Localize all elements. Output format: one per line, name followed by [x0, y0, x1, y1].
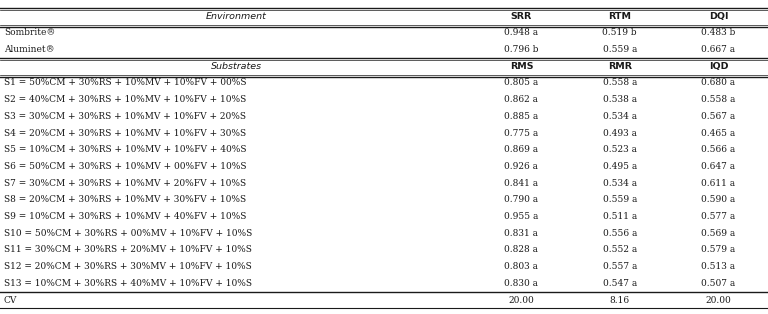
Text: 0.559 a: 0.559 a	[603, 45, 637, 54]
Text: 0.495 a: 0.495 a	[603, 162, 637, 171]
Text: 0.611 a: 0.611 a	[701, 179, 736, 188]
Text: 8.16: 8.16	[610, 295, 630, 305]
Text: 0.680 a: 0.680 a	[701, 78, 736, 88]
Text: 0.828 a: 0.828 a	[505, 246, 538, 254]
Text: 0.559 a: 0.559 a	[603, 195, 637, 204]
Text: 0.567 a: 0.567 a	[701, 112, 736, 121]
Text: 0.557 a: 0.557 a	[603, 262, 637, 271]
Text: 0.830 a: 0.830 a	[505, 279, 538, 288]
Text: 20.00: 20.00	[508, 295, 535, 305]
Text: S11 = 30%CM + 30%RS + 20%MV + 10%FV + 10%S: S11 = 30%CM + 30%RS + 20%MV + 10%FV + 10…	[4, 246, 252, 254]
Text: 0.841 a: 0.841 a	[505, 179, 538, 188]
Text: S7 = 30%CM + 30%RS + 10%MV + 20%FV + 10%S: S7 = 30%CM + 30%RS + 10%MV + 20%FV + 10%…	[4, 179, 246, 188]
Text: 0.869 a: 0.869 a	[505, 145, 538, 154]
Text: 0.511 a: 0.511 a	[603, 212, 637, 221]
Text: 0.948 a: 0.948 a	[505, 28, 538, 37]
Text: 0.579 a: 0.579 a	[701, 246, 736, 254]
Text: SRR: SRR	[511, 12, 532, 21]
Text: 0.803 a: 0.803 a	[505, 262, 538, 271]
Text: 0.558 a: 0.558 a	[603, 78, 637, 88]
Text: S12 = 20%CM + 30%RS + 30%MV + 10%FV + 10%S: S12 = 20%CM + 30%RS + 30%MV + 10%FV + 10…	[4, 262, 252, 271]
Text: 0.519 b: 0.519 b	[602, 28, 637, 37]
Text: S9 = 10%CM + 30%RS + 10%MV + 40%FV + 10%S: S9 = 10%CM + 30%RS + 10%MV + 40%FV + 10%…	[4, 212, 247, 221]
Text: IQD: IQD	[709, 62, 728, 71]
Text: S4 = 20%CM + 30%RS + 10%MV + 10%FV + 30%S: S4 = 20%CM + 30%RS + 10%MV + 10%FV + 30%…	[4, 128, 246, 138]
Text: S6 = 50%CM + 30%RS + 10%MV + 00%FV + 10%S: S6 = 50%CM + 30%RS + 10%MV + 00%FV + 10%…	[4, 162, 247, 171]
Text: S1 = 50%CM + 30%RS + 10%MV + 10%FV + 00%S: S1 = 50%CM + 30%RS + 10%MV + 10%FV + 00%…	[4, 78, 247, 88]
Text: 0.667 a: 0.667 a	[701, 45, 736, 54]
Text: 0.538 a: 0.538 a	[603, 95, 637, 104]
Text: 0.775 a: 0.775 a	[505, 128, 538, 138]
Text: 0.577 a: 0.577 a	[701, 212, 736, 221]
Text: RMS: RMS	[510, 62, 533, 71]
Text: Environment: Environment	[206, 12, 266, 21]
Text: RMR: RMR	[607, 62, 632, 71]
Text: 0.558 a: 0.558 a	[701, 95, 736, 104]
Text: 0.534 a: 0.534 a	[603, 112, 637, 121]
Text: Substrates: Substrates	[210, 62, 262, 71]
Text: CV: CV	[4, 295, 17, 305]
Text: 0.513 a: 0.513 a	[701, 262, 736, 271]
Text: S8 = 20%CM + 30%RS + 10%MV + 30%FV + 10%S: S8 = 20%CM + 30%RS + 10%MV + 30%FV + 10%…	[4, 195, 246, 204]
Text: S5 = 10%CM + 30%RS + 10%MV + 10%FV + 40%S: S5 = 10%CM + 30%RS + 10%MV + 10%FV + 40%…	[4, 145, 247, 154]
Text: 0.465 a: 0.465 a	[701, 128, 736, 138]
Text: 0.483 b: 0.483 b	[701, 28, 736, 37]
Text: S10 = 50%CM + 30%RS + 00%MV + 10%FV + 10%S: S10 = 50%CM + 30%RS + 00%MV + 10%FV + 10…	[4, 229, 252, 238]
Text: 0.566 a: 0.566 a	[701, 145, 736, 154]
Text: 0.790 a: 0.790 a	[505, 195, 538, 204]
Text: 0.805 a: 0.805 a	[505, 78, 538, 88]
Text: DQI: DQI	[709, 12, 728, 21]
Text: 0.831 a: 0.831 a	[505, 229, 538, 238]
Text: Sombrite®: Sombrite®	[4, 28, 55, 37]
Text: RTM: RTM	[608, 12, 631, 21]
Text: S2 = 40%CM + 30%RS + 10%MV + 10%FV + 10%S: S2 = 40%CM + 30%RS + 10%MV + 10%FV + 10%…	[4, 95, 246, 104]
Text: S13 = 10%CM + 30%RS + 40%MV + 10%FV + 10%S: S13 = 10%CM + 30%RS + 40%MV + 10%FV + 10…	[4, 279, 252, 288]
Text: 0.796 b: 0.796 b	[505, 45, 538, 54]
Text: 0.523 a: 0.523 a	[603, 145, 637, 154]
Text: 0.885 a: 0.885 a	[505, 112, 538, 121]
Text: 0.955 a: 0.955 a	[505, 212, 538, 221]
Text: 0.647 a: 0.647 a	[701, 162, 736, 171]
Text: 0.556 a: 0.556 a	[603, 229, 637, 238]
Text: 0.862 a: 0.862 a	[505, 95, 538, 104]
Text: 0.552 a: 0.552 a	[603, 246, 637, 254]
Text: 0.926 a: 0.926 a	[505, 162, 538, 171]
Text: 0.590 a: 0.590 a	[701, 195, 736, 204]
Text: Aluminet®: Aluminet®	[4, 45, 55, 54]
Text: 0.569 a: 0.569 a	[701, 229, 736, 238]
Text: 20.00: 20.00	[706, 295, 731, 305]
Text: S3 = 30%CM + 30%RS + 10%MV + 10%FV + 20%S: S3 = 30%CM + 30%RS + 10%MV + 10%FV + 20%…	[4, 112, 246, 121]
Text: 0.534 a: 0.534 a	[603, 179, 637, 188]
Text: 0.507 a: 0.507 a	[701, 279, 736, 288]
Text: 0.493 a: 0.493 a	[603, 128, 637, 138]
Text: 0.547 a: 0.547 a	[603, 279, 637, 288]
